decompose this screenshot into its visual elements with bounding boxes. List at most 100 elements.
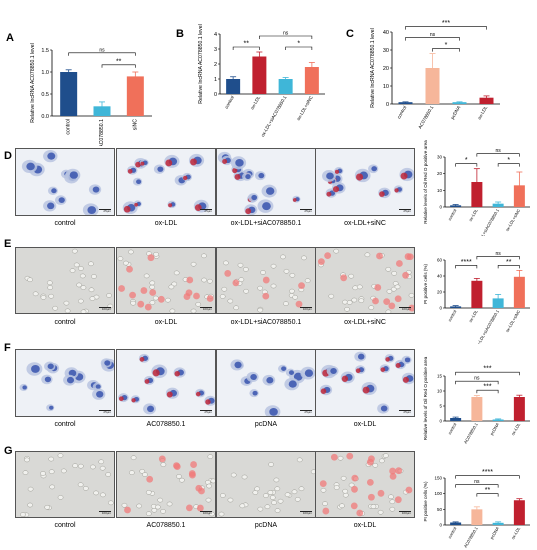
cell (351, 297, 358, 303)
cell (153, 251, 159, 257)
cell (337, 455, 344, 461)
pi-positive-cell (408, 304, 414, 312)
pi-positive-cell (144, 303, 152, 311)
pi-positive-cell (183, 293, 191, 300)
lipid-droplet (127, 168, 133, 174)
cell (254, 486, 261, 492)
significance-label: * (297, 41, 300, 48)
cell (78, 266, 84, 271)
micrograph-d-2: 25μm (116, 148, 216, 216)
scale-bar-label: 100μm (401, 511, 411, 515)
pi-positive-cell (389, 467, 397, 475)
cell (128, 249, 134, 255)
cell (274, 508, 281, 513)
micrograph-caption: ox-LDL+siAC078850.1 (230, 319, 302, 326)
cell (221, 286, 228, 292)
lipid-droplet (395, 363, 401, 369)
scale-bar (99, 307, 111, 308)
bar-chart-c: 0 10 20 30 40 Relative lncRNA AC078850.1 leve… (370, 20, 500, 130)
y-tick-label: 1 (214, 77, 217, 83)
cell (277, 498, 284, 504)
bar (479, 97, 494, 104)
scale-bar-label: 100μm (202, 307, 212, 311)
cell (165, 297, 171, 303)
pi-positive-cell (340, 274, 348, 282)
nucleus (330, 367, 337, 374)
cell (160, 462, 167, 468)
nucleus (47, 152, 56, 160)
y-tick-label: 40 (383, 30, 389, 36)
significance-bracket (68, 52, 136, 56)
cell (157, 497, 164, 503)
cell (344, 306, 350, 312)
cell (40, 471, 46, 476)
bar (471, 509, 483, 525)
nucleus (157, 166, 164, 172)
nucleus (31, 364, 40, 373)
cell (205, 497, 212, 503)
pi-positive-cell (374, 284, 382, 291)
cell (32, 291, 39, 297)
y-axis-label: Relative lncRNA AC078850.1 level (370, 28, 376, 108)
panel-label-f: F (4, 342, 11, 354)
lipid-droplet (174, 370, 180, 377)
cell (291, 489, 298, 495)
pi-positive-cell (405, 486, 413, 494)
category-label: ox-LDL+siNC (296, 94, 314, 121)
micrograph-d-3: 25μm (216, 148, 316, 216)
cell (364, 252, 371, 258)
significance-label: ** (485, 487, 491, 494)
cell (123, 260, 129, 266)
cell (64, 308, 71, 313)
cell (385, 309, 392, 313)
category-label: ox-LDL (468, 207, 479, 222)
cell (268, 462, 274, 467)
cell (195, 301, 202, 307)
nucleus (293, 372, 303, 381)
nucleus (92, 186, 100, 193)
category-label: ox-LDL (250, 95, 262, 111)
category-label: control (396, 105, 407, 119)
micrograph-cells (319, 452, 413, 517)
lipid-droplet (168, 203, 173, 208)
nucleus (304, 369, 314, 377)
pi-positive-cell (129, 291, 136, 299)
significance-label: * (507, 157, 510, 164)
pi-positive-cell (140, 287, 148, 294)
scale-bar (300, 511, 312, 512)
bar (126, 76, 144, 116)
pi-positive-cell (395, 467, 403, 475)
cell (333, 485, 340, 490)
scale-bar-label: 25μm (204, 209, 212, 213)
cell (298, 486, 305, 492)
pi-positive-cell (262, 276, 270, 284)
cell (44, 504, 51, 510)
significance-bracket (259, 35, 313, 39)
cell (20, 512, 26, 517)
category-label: AC078850.1 (463, 525, 479, 548)
bar (425, 68, 440, 104)
y-tick-label: 1.0 (41, 70, 49, 76)
cell (93, 490, 99, 496)
category-label: ox-LDL+siNC (504, 208, 521, 232)
cell (227, 298, 234, 304)
cell (320, 487, 327, 493)
cell (22, 470, 29, 476)
nucleus (234, 361, 242, 369)
significance-bracket (476, 389, 499, 394)
scale-bar-label: 25μm (103, 209, 111, 213)
scale-bar (99, 511, 111, 512)
micrograph-cells (24, 248, 114, 313)
category-label: ox-LDL (510, 525, 521, 540)
cell (271, 500, 277, 505)
lipid-droplet (334, 169, 340, 174)
cell (69, 268, 76, 273)
pi-positive-cell (377, 489, 385, 497)
bar (304, 67, 319, 94)
cell (57, 453, 64, 458)
micrograph-f-4: 25μm (315, 349, 415, 417)
significance-bracket (455, 163, 478, 167)
bar-chart-a: 0.0 0.5 1.0 1.5 Relative lncRNA AC078850.1 l… (30, 43, 152, 146)
bar (513, 500, 525, 525)
cell (149, 300, 156, 305)
